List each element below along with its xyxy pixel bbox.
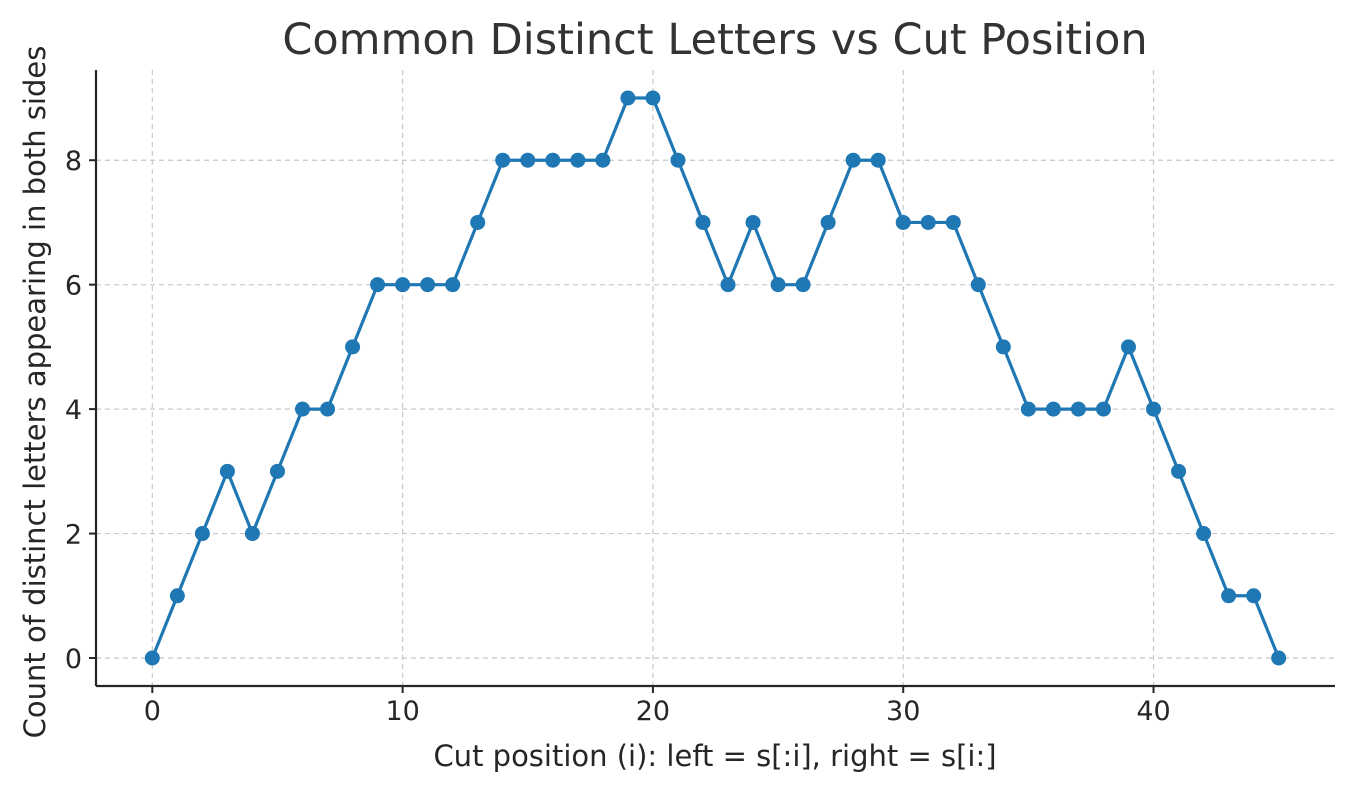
data-point — [1221, 588, 1237, 604]
data-point — [320, 401, 336, 417]
y-tick-label: 8 — [65, 146, 82, 177]
data-point — [1121, 339, 1136, 355]
data-point — [1196, 526, 1212, 542]
x-tick-label: 0 — [144, 696, 161, 727]
data-point — [295, 401, 310, 417]
data-point — [1095, 401, 1111, 417]
series-line — [150, 96, 1281, 659]
data-point — [1020, 401, 1036, 417]
x-tick-label: 40 — [1136, 696, 1170, 727]
data-point — [845, 152, 861, 168]
data-point — [420, 277, 436, 293]
data-point — [1146, 401, 1162, 417]
y-tick-label: 2 — [65, 520, 82, 551]
data-point — [995, 339, 1011, 355]
data-point — [219, 463, 235, 479]
tick-labels: 0 10 20 30 40 0 2 4 6 8 — [65, 146, 1171, 727]
data-point — [1045, 401, 1061, 417]
data-point — [445, 277, 461, 293]
data-point — [345, 339, 361, 355]
data-point — [269, 463, 285, 479]
data-point — [470, 214, 486, 230]
data-point — [570, 152, 586, 168]
data-point — [820, 214, 836, 230]
data-point — [645, 90, 661, 106]
data-point — [194, 526, 210, 542]
data-point — [970, 277, 986, 293]
data-point — [870, 152, 886, 168]
y-tick-label: 6 — [65, 271, 82, 302]
data-point — [795, 277, 811, 293]
data-point — [520, 152, 536, 168]
data-series — [144, 90, 1287, 666]
data-point — [1171, 463, 1187, 479]
data-point — [895, 214, 911, 230]
data-point — [720, 277, 736, 293]
data-point — [770, 277, 786, 293]
chart-title: Common Distinct Letters vs Cut Position — [282, 15, 1147, 65]
data-point — [1271, 650, 1287, 666]
data-point — [620, 90, 636, 106]
data-point — [495, 152, 511, 168]
data-point — [144, 650, 160, 666]
x-axis-title: Cut position (i): left = s[:i], right = … — [433, 739, 996, 773]
data-point — [945, 214, 961, 230]
data-point — [370, 277, 386, 293]
data-point — [395, 277, 411, 293]
data-point — [745, 214, 761, 230]
x-tick-label: 30 — [886, 696, 920, 727]
data-point — [545, 152, 561, 168]
x-tick-label: 10 — [385, 696, 419, 727]
data-point — [244, 526, 260, 542]
x-tick-label: 20 — [636, 696, 670, 727]
data-point — [920, 214, 936, 230]
data-point — [695, 214, 711, 230]
axes — [89, 70, 1335, 693]
y-axis-title: Count of distinct letters appearing in b… — [18, 46, 52, 739]
data-point — [670, 152, 686, 168]
data-point — [595, 152, 611, 168]
y-tick-label: 0 — [65, 644, 82, 675]
data-point — [1070, 401, 1086, 417]
data-point — [169, 588, 185, 604]
y-tick-label: 4 — [65, 395, 82, 426]
grid — [96, 70, 1335, 686]
data-point — [1246, 588, 1262, 604]
